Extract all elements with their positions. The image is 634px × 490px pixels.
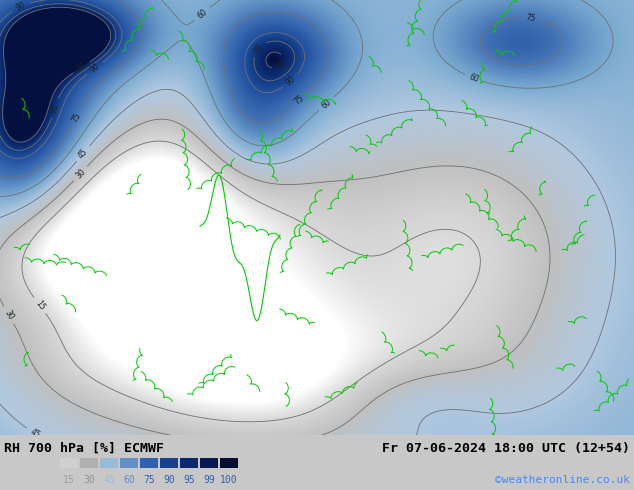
- Text: 15: 15: [63, 475, 75, 485]
- Bar: [220, 458, 238, 468]
- Text: 60: 60: [196, 7, 209, 20]
- Text: 45: 45: [29, 427, 42, 440]
- Text: 100: 100: [220, 475, 238, 485]
- Bar: [80, 458, 98, 468]
- Text: 45: 45: [77, 147, 90, 160]
- Text: 95: 95: [49, 102, 61, 114]
- Text: 90: 90: [14, 1, 27, 13]
- Text: 30: 30: [83, 475, 95, 485]
- Text: RH 700 hPa [%] ECMWF: RH 700 hPa [%] ECMWF: [4, 441, 164, 455]
- Bar: [200, 458, 218, 468]
- Bar: [120, 458, 138, 468]
- Text: 60: 60: [123, 475, 135, 485]
- Bar: [140, 458, 158, 468]
- Bar: [160, 458, 178, 468]
- Text: ©weatheronline.co.uk: ©weatheronline.co.uk: [495, 475, 630, 485]
- Text: 90: 90: [284, 74, 297, 88]
- Text: 75: 75: [143, 475, 155, 485]
- Text: 75: 75: [293, 94, 306, 107]
- Text: 60: 60: [468, 73, 480, 84]
- Text: 30: 30: [3, 309, 15, 321]
- Text: 90: 90: [88, 62, 101, 75]
- Text: 95: 95: [252, 42, 265, 55]
- Text: Fr 07-06-2024 18:00 UTC (12+54): Fr 07-06-2024 18:00 UTC (12+54): [382, 441, 630, 455]
- Text: 99: 99: [75, 61, 88, 74]
- Text: 45: 45: [103, 475, 115, 485]
- Text: 30: 30: [74, 167, 87, 180]
- Text: 15: 15: [33, 299, 46, 312]
- Bar: [60, 458, 78, 468]
- Text: 60: 60: [320, 97, 333, 110]
- Text: 90: 90: [163, 475, 175, 485]
- Bar: [180, 458, 198, 468]
- Bar: [100, 458, 118, 468]
- Text: 99: 99: [274, 57, 287, 70]
- Text: 75: 75: [526, 13, 536, 24]
- Text: 75: 75: [70, 111, 82, 124]
- Text: 95: 95: [183, 475, 195, 485]
- Text: 99: 99: [203, 475, 215, 485]
